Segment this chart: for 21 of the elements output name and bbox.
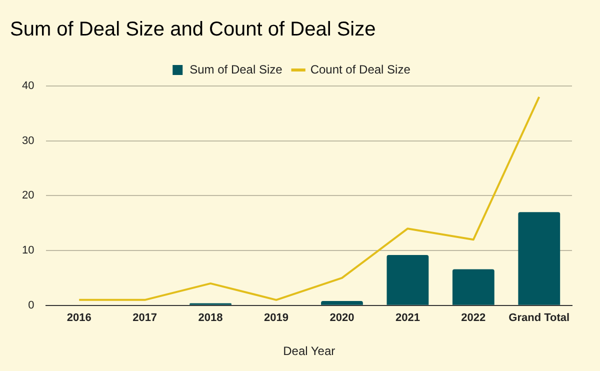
bar bbox=[452, 269, 494, 305]
x-tick-label: 2017 bbox=[132, 312, 158, 324]
legend-label: Count of Deal Size bbox=[310, 62, 411, 76]
y-tick-label: 20 bbox=[22, 190, 34, 202]
x-tick-label: 2020 bbox=[330, 312, 354, 324]
bar bbox=[518, 212, 560, 305]
x-tick-label: 2019 bbox=[264, 312, 288, 324]
x-axis-title: Deal Year bbox=[283, 344, 336, 358]
y-tick-label: 30 bbox=[22, 134, 34, 147]
bar bbox=[321, 301, 363, 305]
y-tick-label: 0 bbox=[28, 299, 34, 312]
x-tick-label: Grand Total bbox=[508, 312, 570, 324]
x-tick-label: 2018 bbox=[198, 312, 223, 324]
bar bbox=[386, 254, 429, 305]
y-tick-label: 10 bbox=[22, 244, 34, 257]
x-tick-label: 2016 bbox=[66, 312, 92, 324]
legend-label: Sum of Deal Size bbox=[190, 62, 283, 76]
y-tick-label: 40 bbox=[22, 80, 34, 92]
chart-title: Sum of Deal Size and Count of Deal Size bbox=[10, 18, 376, 41]
x-tick-label: 2021 bbox=[395, 312, 420, 324]
x-tick-label: 2022 bbox=[461, 312, 486, 324]
